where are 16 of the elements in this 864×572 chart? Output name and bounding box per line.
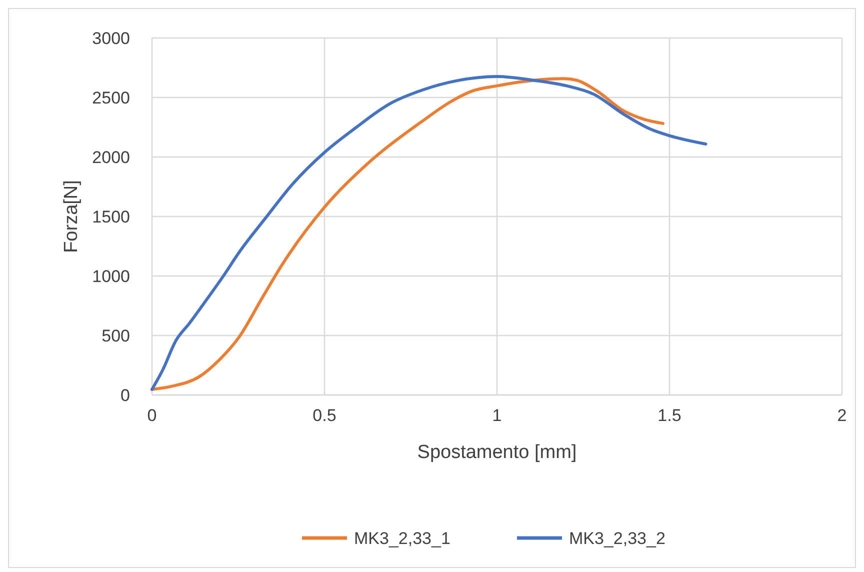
x-tick-label: 1.5 [658, 406, 682, 425]
y-axis-title: Forza[N] [61, 180, 82, 253]
x-tick-label: 0 [147, 406, 157, 425]
x-tick-label: 1 [492, 406, 502, 425]
y-tick-label: 3000 [92, 29, 130, 48]
x-axis-title: Spostamento [mm] [417, 442, 577, 463]
y-tick-label: 1500 [92, 208, 130, 226]
legend-label: MK3_2,33_1 [354, 529, 450, 548]
x-tick-label: 2 [837, 406, 847, 425]
legend-label: MK3_2,33_2 [569, 529, 666, 548]
y-tick-label: 500 [102, 326, 130, 346]
y-tick-label: 2500 [92, 88, 130, 108]
y-tick-label: 2000 [92, 148, 130, 167]
x-tick-label: 0.5 [312, 406, 336, 425]
y-tick-label: 1000 [92, 267, 130, 286]
y-tick-label: 0 [120, 386, 130, 405]
